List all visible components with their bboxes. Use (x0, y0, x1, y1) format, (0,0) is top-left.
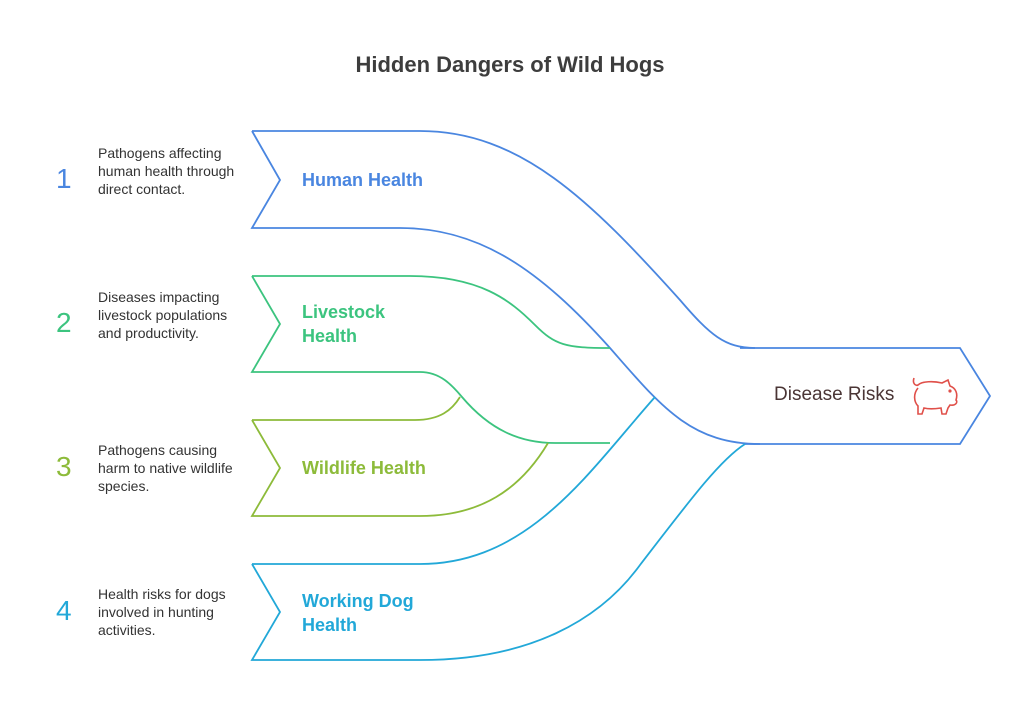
step-number-4: 4 (56, 595, 72, 626)
step-number-2: 2 (56, 307, 72, 338)
target-label: Disease Risks (774, 384, 895, 405)
step-label-4: Working Dog Health (302, 591, 414, 635)
band-human-top (252, 130, 756, 349)
step-number-3: 3 (56, 451, 72, 482)
step-label-2: Livestock Health (302, 302, 386, 346)
band-wildlife-bottom (250, 419, 549, 517)
band-livestock-bottom (250, 275, 610, 444)
step-label-1: Human Health (302, 170, 424, 190)
step-description-2: Diseases impacting livestock populations… (98, 289, 228, 341)
target-band (740, 347, 992, 445)
band-human-bottom (250, 130, 761, 445)
step-description-1: Pathogens affecting human health through… (98, 145, 235, 197)
pig-icon (912, 377, 958, 415)
band-wildlife-top (252, 396, 461, 421)
band-livestock-top (252, 275, 611, 349)
step-label-3: Wildlife Health (302, 458, 426, 478)
step-number-1: 1 (56, 163, 72, 194)
diagram-title: Hidden Dangers of Wild Hogs (355, 52, 665, 77)
step-description-3: Pathogens causing harm to native wildlif… (98, 442, 233, 494)
step-description-4: Health risks for dogs involved in huntin… (98, 586, 226, 638)
band-dog-bottom (250, 443, 746, 661)
band-dog-top (252, 396, 656, 565)
